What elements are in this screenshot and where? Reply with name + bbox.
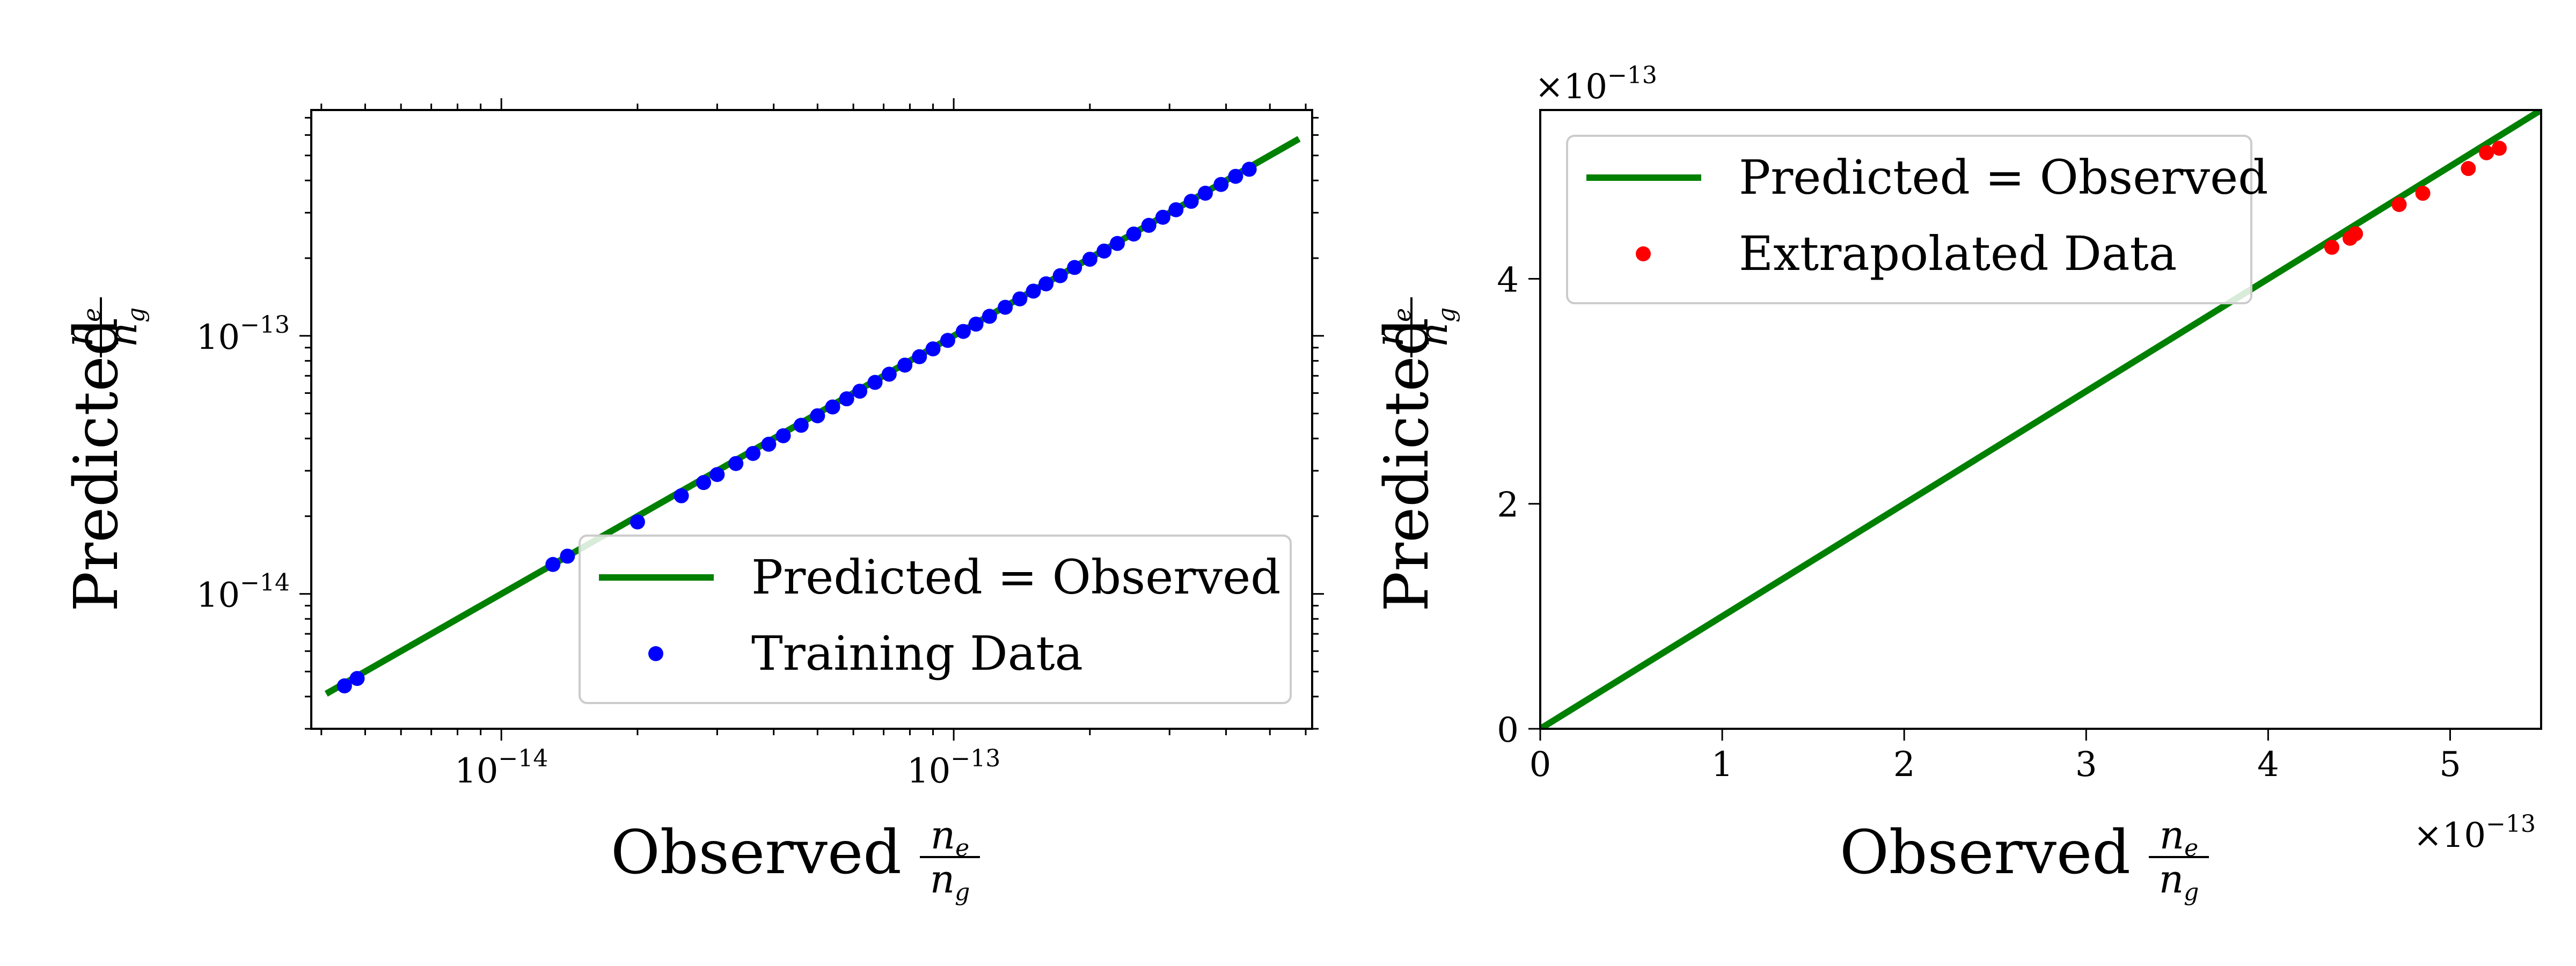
right-data-point [2348,226,2363,241]
left-data-point [1141,217,1157,233]
left-legend-marker-swatch [648,646,663,661]
right-data-point [2391,197,2407,213]
right-axes-frame [1539,109,2542,730]
left-data-point [998,299,1013,315]
left-data-point [1183,194,1199,209]
left-data-point [1096,243,1112,259]
left-legend-label: Predicted = Observed [751,550,1280,605]
left-data-point [1241,162,1257,177]
right-y-axis-label: Predicted [1372,318,1442,612]
left-data-point [912,349,927,364]
right-y-axis-fraction-numerator: ne [1367,308,1416,347]
left-data-point [728,456,744,471]
left-x-axis-label: Observed [611,818,902,888]
left-data-point [674,488,689,503]
left-data-point [881,367,897,382]
left-x-axis-fraction-denominator: ng [930,857,970,906]
left-plot-area [324,136,1301,697]
left-data-point [1126,226,1141,242]
left-data-point [940,333,955,348]
right-x-offset-label: ×10−13 [2413,810,2536,855]
left-y-axis-label: Predicted [62,318,131,612]
left-data-point [1012,291,1028,306]
left-data-point [852,383,868,399]
right-data-point [2461,161,2476,177]
right-y-offset-label: ×10−13 [1535,62,1657,107]
right-x-tick-label: 2 [1893,745,1915,785]
left-y-axis-fraction-numerator: ne [56,308,106,347]
left-data-point [1026,283,1041,299]
right-data-point [2492,141,2507,156]
right-identity-line [1540,110,2541,729]
right-plot-area [1540,110,2541,729]
right-x-tick-label: 3 [2075,745,2097,785]
left-data-point [825,399,840,415]
left-legend: Predicted = Observed Training Data [579,535,1292,704]
left-data-point [630,514,645,530]
left-data-point [1198,186,1213,201]
left-data-point [709,467,725,482]
left-x-tick-label: 10−14 [455,745,548,791]
left-data-point [349,671,365,686]
left-legend-label: Training Data [751,626,1083,681]
left-data-point [560,548,575,564]
right-legend-marker-swatch [1636,246,1651,261]
left-data-point [1228,169,1243,184]
left-y-tick-label: 10−14 [196,569,290,616]
right-y-tick-label: 0 [1497,711,1519,750]
left-y-axis-fraction-denominator: ng [100,308,150,348]
left-x-tick-label: 10−13 [907,745,1000,791]
left-data-point [775,428,791,443]
left-data-point [1082,252,1097,267]
left-data-point [745,445,761,461]
right-legend-label: Extrapolated Data [1739,226,2177,281]
left-axes-frame [310,109,1313,730]
left-data-point [336,678,352,694]
left-data-point [897,357,913,373]
right-x-axis-fraction-denominator: ng [2159,857,2199,906]
left-y-tick-label: 10−13 [196,311,290,357]
left-data-point [696,475,712,491]
right-x-axis-fraction-numerator: ne [2160,813,2198,862]
right-x-tick-label: 5 [2439,745,2461,785]
right-x-tick-label: 4 [2257,745,2279,785]
left-data-point [1038,276,1054,291]
right-data-point [2479,145,2494,160]
left-data-point [793,418,809,433]
right-y-tick-label: 4 [1497,260,1519,300]
right-x-tick-label: 0 [1529,745,1552,785]
right-x-tick-label: 1 [1711,745,1733,785]
left-data-point [968,316,984,332]
left-data-point [810,408,825,423]
left-data-point [839,391,854,407]
right-legend: Predicted = Observed Extrapolated Data [1566,135,2268,304]
left-data-point [925,341,941,357]
left-data-point [982,309,997,324]
left-data-point [1109,236,1125,251]
left-data-point [1155,209,1170,225]
left-data-point [761,436,777,452]
right-x-axis-label: Observed [1840,818,2131,888]
left-data-point [867,375,883,390]
right-legend-box [1566,135,2252,304]
right-legend-label: Predicted = Observed [1739,150,2268,205]
right-y-tick-label: 2 [1497,486,1519,525]
left-x-axis-fraction-numerator: ne [931,813,969,862]
left-data-point [545,557,561,572]
left-data-point [1052,268,1068,283]
left-data-point [1213,177,1229,192]
left-data-point [955,324,971,339]
right-data-point [2415,186,2431,201]
right-y-axis-fraction-denominator: ng [1411,308,1460,348]
left-legend-box [579,535,1292,704]
right-data-point [2324,239,2340,255]
left-data-point [1067,260,1082,275]
left-data-point [1168,202,1184,217]
